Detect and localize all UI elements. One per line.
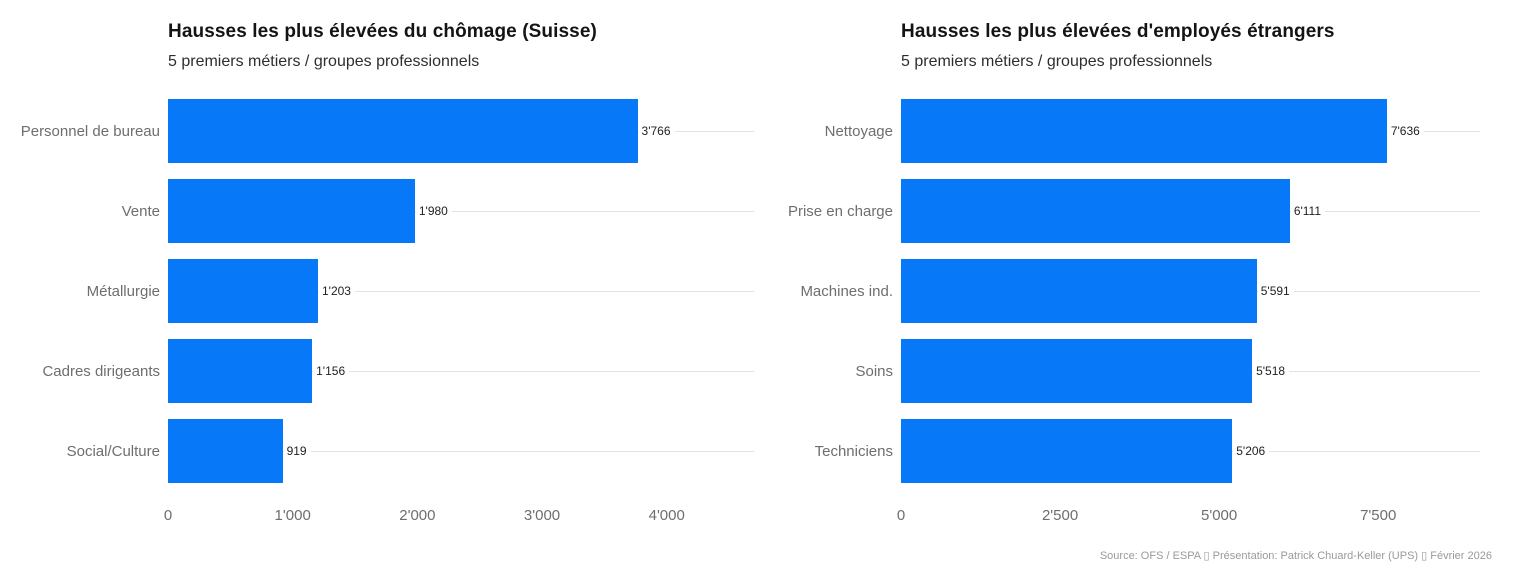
bar	[168, 179, 415, 243]
value-label: 1'203	[318, 283, 355, 299]
x-tick-label: 0	[896, 507, 906, 524]
category-label: Prise en charge	[787, 202, 893, 220]
x-axis: 0 1'000 2'000 3'000 4'000	[164, 501, 754, 531]
value-label: 5'206	[1233, 443, 1270, 459]
value-label: 919	[283, 443, 311, 459]
bar	[168, 419, 283, 483]
plot-area: 1'980	[168, 179, 754, 243]
category-label: Soins	[855, 362, 893, 380]
bar-row: Machines ind. 5'591	[766, 251, 1532, 331]
bar-row: Cadres dirigeants 1'156	[0, 331, 766, 411]
bar-row: Techniciens 5'206	[766, 411, 1532, 491]
plot-area: 6'111	[901, 179, 1480, 243]
plot-area: 3'766	[168, 99, 754, 163]
bar-row: Métallurgie 1'203	[0, 251, 766, 331]
category-label: Social/Culture	[66, 442, 160, 460]
value-label: 6'111	[1290, 203, 1326, 219]
x-axis: 0 2'500 5'000 7'500	[897, 501, 1480, 531]
bar	[901, 259, 1257, 323]
bar-row: Prise en charge 6'111	[766, 171, 1532, 251]
x-tick-label: 1'000	[274, 507, 311, 524]
x-tick-label: 3'000	[523, 507, 561, 524]
x-tick-label: 2'000	[399, 507, 436, 524]
value-label: 1'980	[415, 203, 452, 219]
category-label: Techniciens	[814, 442, 893, 460]
row-gridline	[168, 211, 754, 212]
value-label: 1'156	[313, 363, 350, 379]
bar-row: Personnel de bureau 3'766	[0, 91, 766, 171]
bar	[901, 339, 1253, 403]
value-label: 7'636	[1387, 123, 1424, 139]
category-label: Machines ind.	[800, 282, 893, 300]
bar-row: Vente 1'980	[0, 171, 766, 251]
bar	[901, 179, 1290, 243]
x-tick-label: 7'500	[1360, 507, 1397, 524]
plot-area: 5'518	[901, 339, 1480, 403]
x-tick-label: 0	[163, 507, 173, 524]
chart-title: Hausses les plus élevées d'employés étra…	[901, 21, 1335, 42]
source-caption: Source: OFS / ESPA ▯ Présentation: Patri…	[1099, 550, 1492, 562]
bar-row: Nettoyage 7'636	[766, 91, 1532, 171]
plot-area: 1'156	[168, 339, 754, 403]
value-label: 5'591	[1257, 283, 1294, 299]
bar	[168, 259, 318, 323]
x-tick-label: 5'000	[1201, 507, 1238, 524]
bar	[901, 419, 1233, 483]
plot-area: 919	[168, 419, 754, 483]
bar-row: Social/Culture 919	[0, 411, 766, 491]
bar-row: Soins 5'518	[766, 331, 1532, 411]
category-label: Métallurgie	[86, 282, 160, 300]
plot-area: 5'206	[901, 419, 1480, 483]
value-label: 5'518	[1253, 363, 1290, 379]
category-label: Vente	[121, 202, 160, 220]
bars-area: Nettoyage 7'636 Prise en charge 6'111 Machin…	[766, 91, 1532, 491]
category-label: Personnel de bureau	[20, 122, 160, 140]
row-gridline	[168, 371, 754, 372]
chart-subtitle: 5 premiers métiers / groupes professionn…	[168, 53, 480, 70]
bars-area: Personnel de bureau 3'766 Vente 1'980 Métall…	[0, 91, 766, 491]
category-label: Nettoyage	[824, 122, 893, 140]
chart-panel-unemployment: Hausses les plus élevées du chômage (Sui…	[0, 21, 766, 531]
plot-area: 5'591	[901, 259, 1480, 323]
bar	[901, 99, 1387, 163]
plot-area: 7'636	[901, 99, 1480, 163]
plot-area: 1'203	[168, 259, 754, 323]
chart-panel-foreign-employees: Hausses les plus élevées d'employés étra…	[766, 0, 1532, 570]
x-tick-label: 2'500	[1041, 507, 1079, 524]
chart-title: Hausses les plus élevées du chômage (Sui…	[168, 21, 597, 42]
bar	[168, 99, 638, 163]
row-gridline	[168, 451, 754, 452]
category-label: Cadres dirigeants	[42, 362, 160, 380]
bar	[168, 339, 313, 403]
row-gridline	[168, 291, 754, 292]
chart-subtitle: 5 premiers métiers / groupes professionn…	[901, 53, 1213, 70]
x-tick-label: 4'000	[648, 507, 685, 524]
value-label: 3'766	[638, 123, 675, 139]
